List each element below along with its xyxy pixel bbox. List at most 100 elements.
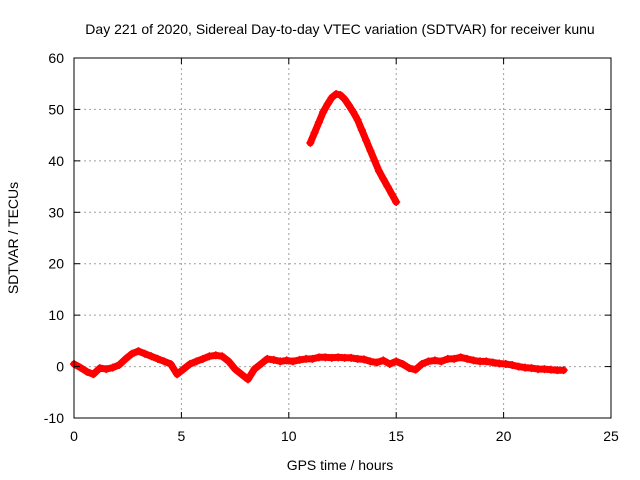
series-peak (306, 90, 401, 206)
data-point (179, 365, 188, 374)
data-point (375, 167, 384, 176)
data-point (121, 354, 130, 363)
x-tick-labels: 0 5 10 15 20 25 (70, 428, 619, 444)
data-point (366, 357, 375, 366)
data-point (192, 357, 201, 366)
data-point (349, 108, 358, 116)
data-point (405, 364, 414, 373)
x-axis-label: GPS time / hours (287, 457, 394, 473)
data-point (344, 101, 353, 110)
data-point (359, 355, 368, 364)
data-point (140, 349, 149, 358)
y-tick-label: 60 (48, 50, 64, 66)
data-point (173, 370, 182, 379)
data-point (372, 358, 381, 367)
data-point (95, 364, 104, 373)
data-point (243, 375, 252, 384)
data-point (237, 370, 246, 379)
y-tick-labels: -10 0 10 20 30 40 50 60 (44, 50, 64, 426)
plot-frame (73, 57, 612, 419)
x-tick-label: 20 (496, 428, 512, 444)
data-point (282, 356, 291, 365)
data-point (76, 363, 85, 372)
data-point (89, 370, 98, 379)
data-point (336, 91, 345, 100)
data-point (501, 360, 510, 368)
data-point (295, 355, 304, 364)
data-point (370, 156, 379, 165)
data-point (250, 365, 259, 374)
series-low-band (70, 347, 568, 384)
data-point (185, 360, 194, 368)
data-point (366, 146, 375, 155)
data-point (437, 357, 446, 366)
chart-title: Day 221 of 2020, Sidereal Day-to-day VTE… (85, 21, 594, 37)
data-point (256, 360, 265, 368)
data-point (488, 358, 497, 367)
data-point (224, 357, 233, 366)
data-point (482, 357, 491, 366)
y-tick-label: 30 (48, 204, 64, 220)
data-point (308, 354, 317, 363)
data-point (469, 356, 478, 365)
data-point (160, 357, 169, 366)
y-tick-label: 10 (48, 307, 64, 323)
data-point (289, 357, 298, 366)
x-tick-label: 25 (603, 428, 619, 444)
x-tick-label: 15 (388, 428, 404, 444)
data-point (263, 354, 272, 363)
data-point (147, 352, 156, 361)
data-point (102, 365, 111, 374)
data-point (357, 126, 366, 134)
data-point (314, 118, 323, 127)
data-point (411, 365, 420, 374)
y-tick-label: 20 (48, 256, 64, 272)
data-point (398, 360, 407, 368)
data-point (559, 366, 568, 375)
data-point (392, 357, 401, 366)
data-point (379, 174, 388, 183)
data-point (332, 90, 341, 98)
y-tick-label: 50 (48, 101, 64, 117)
y-tick-label: 0 (56, 359, 64, 375)
data-point (362, 136, 371, 145)
data-point (153, 354, 162, 363)
grid-lines (74, 58, 611, 418)
data-point (205, 352, 214, 361)
data-point (198, 354, 207, 363)
data-point (392, 198, 401, 206)
data-point (347, 353, 356, 362)
y-axis-label: SDTVAR / TECUs (5, 182, 21, 294)
data-point (417, 360, 426, 368)
data-point (269, 355, 278, 364)
data-point (383, 182, 392, 191)
data-point (276, 357, 285, 366)
data-point (379, 356, 388, 365)
data-point (387, 190, 396, 199)
data-point (430, 356, 439, 365)
data-point (231, 365, 240, 374)
axis-ticks (73, 57, 612, 419)
data-point (211, 351, 220, 360)
data-point (385, 360, 394, 368)
data-point (514, 362, 523, 371)
data-point (127, 349, 136, 358)
data-point (82, 367, 91, 376)
data-point (108, 363, 117, 372)
data-point (323, 100, 332, 109)
data-point (463, 354, 472, 363)
data-point (218, 352, 227, 361)
data-point (353, 115, 362, 124)
data-point (424, 357, 433, 366)
y-tick-label: -10 (44, 410, 64, 426)
data-series (70, 90, 568, 384)
x-tick-label: 10 (281, 428, 297, 444)
data-point (166, 360, 175, 368)
data-point (310, 128, 319, 137)
data-point (327, 93, 336, 102)
x-tick-label: 5 (178, 428, 186, 444)
data-point (340, 95, 349, 104)
data-point (527, 364, 536, 373)
x-tick-label: 0 (70, 428, 78, 444)
